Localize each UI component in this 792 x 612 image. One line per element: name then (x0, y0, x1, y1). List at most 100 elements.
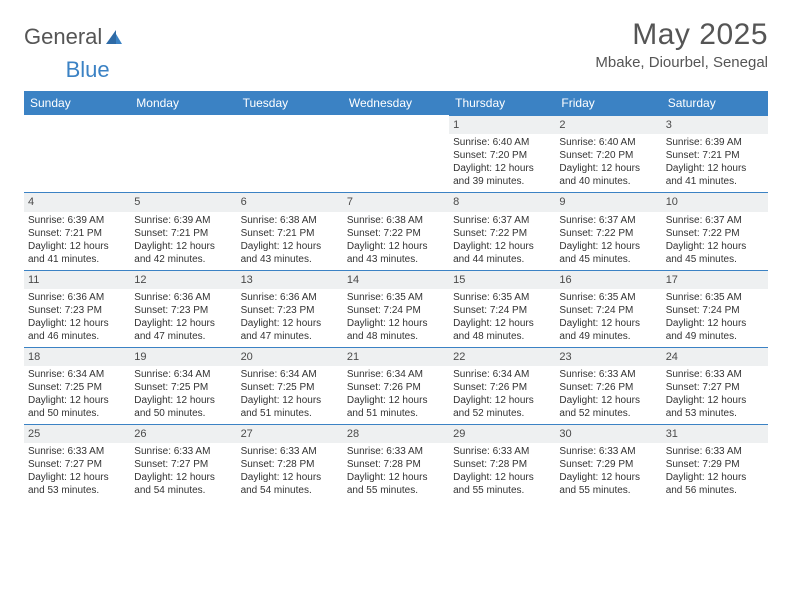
day-number: 17 (662, 270, 768, 289)
info-d1: Daylight: 12 hours (559, 162, 657, 175)
day-cell: 6Sunrise: 6:38 AMSunset: 7:21 PMDaylight… (237, 192, 343, 269)
info-sunrise: Sunrise: 6:37 AM (666, 214, 764, 227)
info-d2: and 49 minutes. (559, 330, 657, 343)
day-cell: 19Sunrise: 6:34 AMSunset: 7:25 PMDayligh… (130, 347, 236, 424)
info-d2: and 49 minutes. (666, 330, 764, 343)
info-d1: Daylight: 12 hours (134, 317, 232, 330)
day-cell: 11Sunrise: 6:36 AMSunset: 7:23 PMDayligh… (24, 270, 130, 347)
info-d2: and 43 minutes. (241, 253, 339, 266)
info-d2: and 52 minutes. (453, 407, 551, 420)
day-number: 14 (343, 270, 449, 289)
info-sunset: Sunset: 7:27 PM (134, 458, 232, 471)
title-block: May 2025 Mbake, Diourbel, Senegal (595, 18, 768, 71)
info-d2: and 48 minutes. (453, 330, 551, 343)
day-cell: 29Sunrise: 6:33 AMSunset: 7:28 PMDayligh… (449, 424, 555, 501)
info-sunset: Sunset: 7:24 PM (666, 304, 764, 317)
day-cell: . (130, 115, 236, 192)
day-number: 8 (449, 192, 555, 211)
info-sunset: Sunset: 7:20 PM (559, 149, 657, 162)
info-sunset: Sunset: 7:22 PM (559, 227, 657, 240)
day-number: 30 (555, 424, 661, 443)
info-sunset: Sunset: 7:21 PM (134, 227, 232, 240)
info-sunrise: Sunrise: 6:36 AM (241, 291, 339, 304)
day-number: 10 (662, 192, 768, 211)
day-number: 4 (24, 192, 130, 211)
info-sunset: Sunset: 7:24 PM (559, 304, 657, 317)
day-cell: 23Sunrise: 6:33 AMSunset: 7:26 PMDayligh… (555, 347, 661, 424)
weeks-container: ....1Sunrise: 6:40 AMSunset: 7:20 PMDayl… (24, 115, 768, 501)
logo-text-a: General (24, 24, 102, 50)
day-cell: 8Sunrise: 6:37 AMSunset: 7:22 PMDaylight… (449, 192, 555, 269)
info-d2: and 52 minutes. (559, 407, 657, 420)
info-d2: and 43 minutes. (347, 253, 445, 266)
info-d1: Daylight: 12 hours (666, 394, 764, 407)
info-sunset: Sunset: 7:25 PM (134, 381, 232, 394)
info-d2: and 54 minutes. (134, 484, 232, 497)
info-d1: Daylight: 12 hours (28, 240, 126, 253)
info-sunset: Sunset: 7:29 PM (666, 458, 764, 471)
info-sunset: Sunset: 7:29 PM (559, 458, 657, 471)
info-sunrise: Sunrise: 6:33 AM (666, 368, 764, 381)
info-d2: and 51 minutes. (347, 407, 445, 420)
info-d2: and 53 minutes. (666, 407, 764, 420)
info-sunset: Sunset: 7:25 PM (241, 381, 339, 394)
info-d1: Daylight: 12 hours (453, 471, 551, 484)
info-sunrise: Sunrise: 6:34 AM (453, 368, 551, 381)
info-sunrise: Sunrise: 6:35 AM (347, 291, 445, 304)
info-sunrise: Sunrise: 6:33 AM (347, 445, 445, 458)
info-sunrise: Sunrise: 6:33 AM (559, 368, 657, 381)
logo-text-b: Blue (66, 57, 110, 83)
info-d2: and 54 minutes. (241, 484, 339, 497)
info-d1: Daylight: 12 hours (134, 394, 232, 407)
day-number: 16 (555, 270, 661, 289)
day-number: 15 (449, 270, 555, 289)
day-number: 11 (24, 270, 130, 289)
day-number: 6 (237, 192, 343, 211)
day-cell: 14Sunrise: 6:35 AMSunset: 7:24 PMDayligh… (343, 270, 449, 347)
info-sunset: Sunset: 7:22 PM (453, 227, 551, 240)
week-row: 18Sunrise: 6:34 AMSunset: 7:25 PMDayligh… (24, 347, 768, 424)
info-d1: Daylight: 12 hours (347, 317, 445, 330)
day-cell: 16Sunrise: 6:35 AMSunset: 7:24 PMDayligh… (555, 270, 661, 347)
logo: General (24, 24, 124, 50)
info-d2: and 48 minutes. (347, 330, 445, 343)
info-d2: and 47 minutes. (241, 330, 339, 343)
day-cell: 27Sunrise: 6:33 AMSunset: 7:28 PMDayligh… (237, 424, 343, 501)
info-d1: Daylight: 12 hours (134, 471, 232, 484)
info-sunset: Sunset: 7:23 PM (241, 304, 339, 317)
info-d2: and 42 minutes. (134, 253, 232, 266)
info-d2: and 55 minutes. (453, 484, 551, 497)
info-d1: Daylight: 12 hours (347, 394, 445, 407)
info-sunrise: Sunrise: 6:35 AM (453, 291, 551, 304)
info-sunrise: Sunrise: 6:38 AM (241, 214, 339, 227)
day-number: 24 (662, 347, 768, 366)
day-number: 29 (449, 424, 555, 443)
info-sunset: Sunset: 7:22 PM (666, 227, 764, 240)
day-cell: 20Sunrise: 6:34 AMSunset: 7:25 PMDayligh… (237, 347, 343, 424)
info-sunset: Sunset: 7:22 PM (347, 227, 445, 240)
day-cell: 2Sunrise: 6:40 AMSunset: 7:20 PMDaylight… (555, 115, 661, 192)
info-sunset: Sunset: 7:23 PM (134, 304, 232, 317)
info-d2: and 46 minutes. (28, 330, 126, 343)
info-sunrise: Sunrise: 6:33 AM (666, 445, 764, 458)
info-sunrise: Sunrise: 6:35 AM (559, 291, 657, 304)
day-number: 21 (343, 347, 449, 366)
info-d1: Daylight: 12 hours (666, 240, 764, 253)
month-title: May 2025 (595, 18, 768, 52)
day-cell: 17Sunrise: 6:35 AMSunset: 7:24 PMDayligh… (662, 270, 768, 347)
info-sunrise: Sunrise: 6:33 AM (559, 445, 657, 458)
day-number: 27 (237, 424, 343, 443)
day-cell: 28Sunrise: 6:33 AMSunset: 7:28 PMDayligh… (343, 424, 449, 501)
info-sunset: Sunset: 7:27 PM (666, 381, 764, 394)
info-sunset: Sunset: 7:26 PM (453, 381, 551, 394)
info-d2: and 41 minutes. (28, 253, 126, 266)
day-cell: . (343, 115, 449, 192)
info-d2: and 55 minutes. (347, 484, 445, 497)
info-d1: Daylight: 12 hours (453, 394, 551, 407)
info-d1: Daylight: 12 hours (347, 471, 445, 484)
logo-sail-icon (104, 28, 124, 46)
info-d2: and 50 minutes. (134, 407, 232, 420)
info-d2: and 56 minutes. (666, 484, 764, 497)
info-d1: Daylight: 12 hours (559, 240, 657, 253)
info-d1: Daylight: 12 hours (241, 471, 339, 484)
